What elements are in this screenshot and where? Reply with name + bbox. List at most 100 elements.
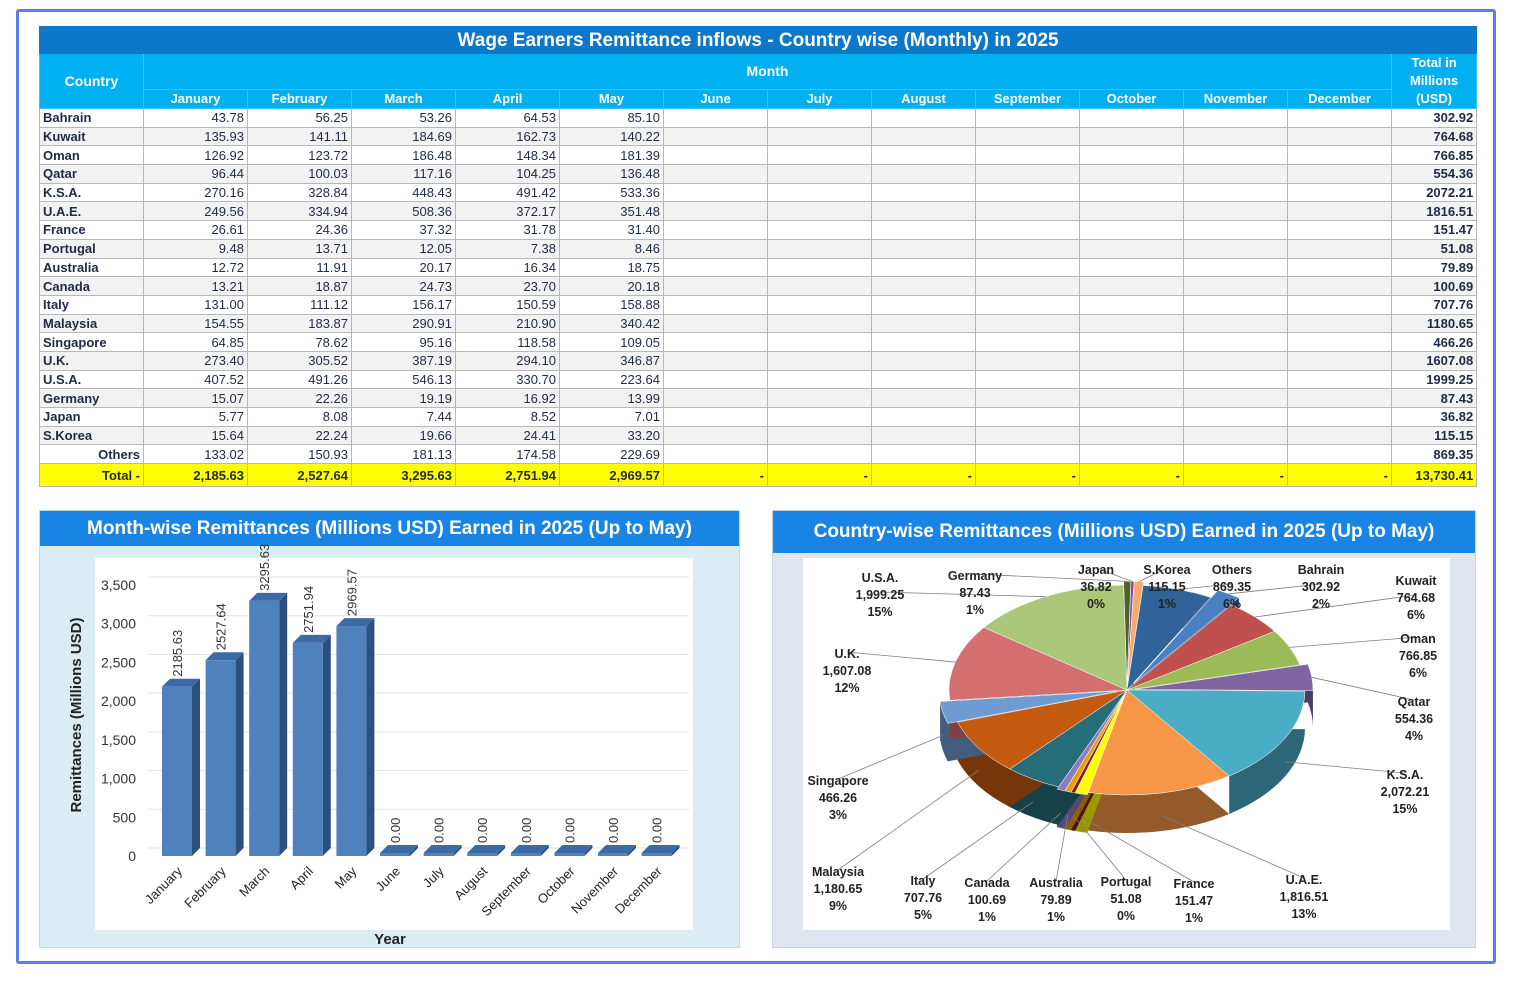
value-cell: 13.99 (559, 388, 664, 408)
value-cell (1183, 257, 1288, 278)
country-cell: France (39, 220, 144, 240)
leader-line (1095, 567, 1133, 582)
value-cell (1287, 108, 1392, 128)
value-cell (1183, 313, 1288, 334)
value-cell: 162.73 (455, 126, 560, 147)
month-col-header: May (559, 88, 664, 110)
value-cell: 26.61 (143, 220, 248, 240)
value-cell: 85.10 (559, 108, 664, 128)
value-cell (767, 444, 872, 465)
month-total-cell: 2,969.57 (559, 463, 664, 488)
value-cell (767, 257, 872, 278)
country-cell: Malaysia (39, 313, 144, 334)
row-total-cell: 2072.21 (1390, 182, 1478, 203)
value-cell (767, 388, 872, 408)
value-cell: 135.93 (143, 126, 248, 147)
pie-label-label: 36.82 (1080, 580, 1111, 594)
value-cell: 491.26 (247, 369, 352, 390)
pie-slice-ksa (1126, 689, 1306, 777)
pie-label-pct: 5% (914, 908, 932, 922)
value-cell: 13.71 (247, 238, 352, 259)
value-cell: 249.56 (143, 201, 248, 222)
row-total-cell: 707.76 (1390, 294, 1478, 315)
value-cell (767, 220, 872, 240)
leader-line (1177, 583, 1233, 590)
value-cell (767, 294, 872, 315)
value-cell (975, 313, 1080, 334)
value-cell (975, 332, 1080, 352)
bar-data-label: 0.00 (388, 818, 403, 843)
value-cell (1079, 108, 1184, 128)
table-row: Qatar 96.44 100.03 117.16 104.25 136.48 554.36 (39, 164, 1478, 184)
value-cell (1287, 238, 1392, 259)
value-cell: 148.34 (455, 145, 560, 166)
value-cell (1287, 444, 1392, 465)
row-total-cell: 51.08 (1390, 238, 1478, 259)
bar-data-label: 0.00 (562, 818, 577, 843)
y-tick-label: 3,000 (101, 616, 136, 632)
y-tick-label: 3,500 (101, 577, 136, 593)
value-cell (663, 182, 768, 203)
pie-label: Kuwait 764.68 6% (1396, 574, 1438, 622)
month-col-header: December (1287, 88, 1392, 110)
table-row: Singapore 64.85 78.62 95.16 118.58 109.05 466.… (39, 332, 1478, 352)
value-cell (1183, 276, 1288, 296)
table-row: Portugal 9.48 13.71 12.05 7.38 8.46 51.08 (39, 238, 1478, 259)
value-cell (871, 388, 976, 408)
pie-label-label: 554.36 (1395, 712, 1433, 726)
pie-label: Japan 36.82 0% (1078, 563, 1114, 611)
pie-label-name: Japan (1078, 563, 1114, 577)
pie-label-pct: 1% (1158, 597, 1176, 611)
bar-september (510, 845, 549, 856)
country-cell: Italy (39, 294, 144, 315)
value-cell: 181.39 (559, 145, 664, 166)
value-cell (1287, 257, 1392, 278)
country-cell: Bahrain (39, 108, 144, 128)
value-cell: 9.48 (143, 238, 248, 259)
value-cell (663, 313, 768, 334)
pie-label-pct: 6% (1409, 666, 1427, 680)
leader-line (1080, 816, 1195, 883)
pie-label: S.Korea 115.15 1% (1143, 563, 1191, 611)
value-cell (1183, 407, 1288, 427)
value-cell (1287, 201, 1392, 222)
value-cell (663, 369, 768, 390)
leader-line (879, 591, 1046, 598)
country-cell: S.Korea (39, 425, 144, 446)
value-cell (975, 294, 1080, 315)
table-row: Germany 15.07 22.26 19.19 16.92 13.99 87.43 (39, 388, 1478, 408)
pie-label-name: Bahrain (1298, 563, 1345, 577)
value-cell: 181.13 (351, 444, 456, 465)
month-total-cell: - (663, 463, 768, 488)
value-cell: 8.52 (455, 407, 560, 427)
bar-data-label: 0.00 (432, 818, 447, 843)
row-total-cell: 1607.08 (1390, 350, 1478, 371)
value-cell: 64.53 (455, 108, 560, 128)
bar-data-label: 2185.63 (170, 630, 185, 677)
value-cell (975, 164, 1080, 184)
month-total-cell: - (1183, 463, 1288, 488)
pie-label: Portugal 51.08 0% (1101, 875, 1152, 923)
value-cell: 16.92 (455, 388, 560, 408)
value-cell: 186.48 (351, 145, 456, 166)
value-cell (1287, 220, 1392, 240)
pie-slice-side (1088, 690, 1230, 833)
table-row: Bahrain 43.78 56.25 53.26 64.53 85.10 302.92 (39, 108, 1478, 128)
value-cell (663, 145, 768, 166)
value-cell: 387.19 (351, 350, 456, 371)
month-total-cell: - (767, 463, 872, 488)
value-cell (871, 201, 976, 222)
value-cell (871, 444, 976, 465)
value-cell: 12.05 (351, 238, 456, 259)
country-cell: Oman (39, 145, 144, 166)
value-cell (1079, 332, 1184, 352)
pie-label: Bahrain 302.92 2% (1298, 563, 1345, 611)
value-cell: 53.26 (351, 108, 456, 128)
value-cell (1287, 332, 1392, 352)
value-cell: 104.25 (455, 164, 560, 184)
value-cell: 150.59 (455, 294, 560, 315)
value-cell: 111.12 (247, 294, 352, 315)
value-cell: 491.42 (455, 182, 560, 203)
value-cell (975, 182, 1080, 203)
pie-label-label: 79.89 (1040, 893, 1071, 907)
